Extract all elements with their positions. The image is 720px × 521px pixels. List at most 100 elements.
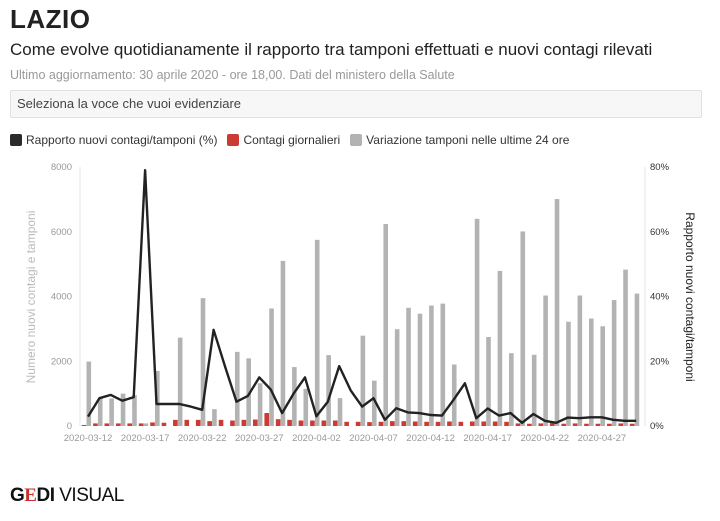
bar-contagi [515, 423, 521, 426]
bar-contagi [321, 420, 327, 426]
bar-contagi [195, 419, 201, 426]
bar-tamponi [132, 394, 137, 426]
bar-tamponi [520, 231, 526, 426]
bar-contagi [572, 423, 578, 426]
bar-tamponi [588, 318, 594, 426]
bar-contagi [230, 420, 235, 426]
gedi-visual-logo: GEDI VISUAL [10, 485, 124, 506]
bar-tamponi [86, 361, 92, 426]
x-tick-label: 2020-03-22 [178, 433, 227, 444]
bar-contagi [584, 423, 589, 426]
bar-contagi [332, 420, 338, 426]
bar-tamponi [383, 223, 389, 426]
x-tick-label: 2020-04-27 [578, 433, 627, 444]
bar-contagi [367, 422, 372, 426]
bar-tamponi [497, 270, 503, 426]
bar-contagi [241, 419, 247, 426]
bar-contagi [184, 419, 190, 426]
bar-tamponi [177, 337, 183, 426]
bar-tamponi [337, 398, 343, 426]
combo-chart: 0 2000 4000 6000 8000 0% 20% 40% 60% 80% Numero nu… [24, 162, 697, 444]
bar-contagi [549, 423, 555, 426]
bar-tamponi [372, 380, 377, 426]
bar-contagi [355, 421, 361, 426]
bar-tamponi [143, 423, 149, 426]
legend-swatch [10, 134, 22, 146]
left-tick-label: 4000 [51, 292, 72, 303]
left-tick-label: 2000 [51, 356, 72, 367]
bar-contagi [127, 423, 132, 426]
bar-tamponi [200, 298, 206, 426]
bar-contagi [287, 419, 292, 426]
legend-label: Contagi giornalieri [243, 133, 341, 147]
bar-tamponi [486, 336, 491, 426]
bar-tamponi [280, 260, 286, 426]
bar-contagi [344, 421, 349, 426]
bar-tamponi [303, 388, 309, 426]
bar-contagi [93, 423, 98, 426]
bar-contagi [401, 421, 407, 426]
bar-tamponi [554, 199, 560, 426]
bar-tamponi [566, 321, 571, 426]
x-tick-label: 2020-04-12 [406, 433, 455, 444]
bar-contagi [561, 423, 566, 426]
bar-tamponi [451, 364, 457, 426]
legend-label: Rapporto nuovi contagi/tamponi (%) [26, 133, 218, 147]
x-tick-label: 2020-04-02 [292, 433, 341, 444]
bar-contagi [253, 419, 258, 426]
chart-legend: Rapporto nuovi contagi/tamponi (%) Conta… [10, 133, 569, 147]
bar-tamponi [257, 383, 263, 426]
bar-contagi [412, 421, 418, 426]
right-axis-title: Rapporto nuovi contagi/tamponi [683, 212, 697, 381]
bar-tamponi [429, 305, 434, 426]
bar-tamponi [109, 398, 114, 426]
bar-tamponi [611, 300, 617, 426]
right-tick-label: 80% [650, 162, 670, 173]
legend-item-tamponi[interactable]: Variazione tamponi nelle ultime 24 ore [350, 133, 569, 147]
bar-contagi [275, 419, 281, 426]
bar-contagi [424, 421, 429, 426]
bar-tamponi [97, 398, 103, 426]
bar-tamponi [406, 307, 411, 426]
bar-tamponi [394, 329, 400, 426]
bar-contagi [115, 423, 121, 426]
bar-contagi [264, 413, 270, 426]
bar-contagi [618, 423, 624, 426]
bar-contagi [504, 421, 509, 426]
bar-contagi [390, 421, 395, 426]
bar-tamponi [120, 393, 126, 426]
bar-tamponi [417, 313, 423, 426]
bar-contagi [173, 419, 178, 426]
legend-swatch [350, 134, 363, 146]
x-tick-label: 2020-03-12 [64, 433, 113, 444]
bar-contagi [527, 423, 532, 426]
bar-contagi [310, 420, 315, 426]
ratio-line [86, 168, 637, 424]
bar-tamponi [314, 239, 320, 426]
x-tick-label: 2020-04-22 [520, 433, 569, 444]
bar-tamponi [600, 326, 605, 426]
bar-contagi [447, 421, 452, 426]
bar-contagi [161, 422, 167, 426]
legend-item-contagi[interactable]: Contagi giornalieri [227, 133, 340, 147]
page-subtitle: Come evolve quotidianamente il rapporto … [10, 40, 653, 59]
bar-tamponi [212, 409, 217, 426]
left-tick-label: 8000 [51, 162, 72, 173]
bar-contagi [298, 420, 304, 426]
x-tick-label: 2020-04-17 [463, 433, 512, 444]
bar-tamponi [531, 354, 537, 426]
highlight-select[interactable]: Seleziona la voce che vuoi evidenziare [10, 90, 702, 118]
bar-tamponi [543, 295, 548, 426]
bar-tamponi [634, 293, 640, 426]
update-note: Ultimo aggiornamento: 30 aprile 2020 - o… [10, 68, 455, 82]
bar-tamponi [234, 351, 240, 426]
legend-label: Variazione tamponi nelle ultime 24 ore [366, 133, 570, 147]
right-tick-label: 0% [650, 421, 664, 432]
legend-item-ratio[interactable]: Rapporto nuovi contagi/tamponi (%) [10, 133, 217, 147]
right-tick-label: 20% [650, 356, 670, 367]
bar-contagi [607, 423, 612, 426]
bar-contagi [81, 425, 87, 426]
bar-tamponi [292, 367, 297, 426]
left-tick-label: 6000 [51, 227, 72, 238]
